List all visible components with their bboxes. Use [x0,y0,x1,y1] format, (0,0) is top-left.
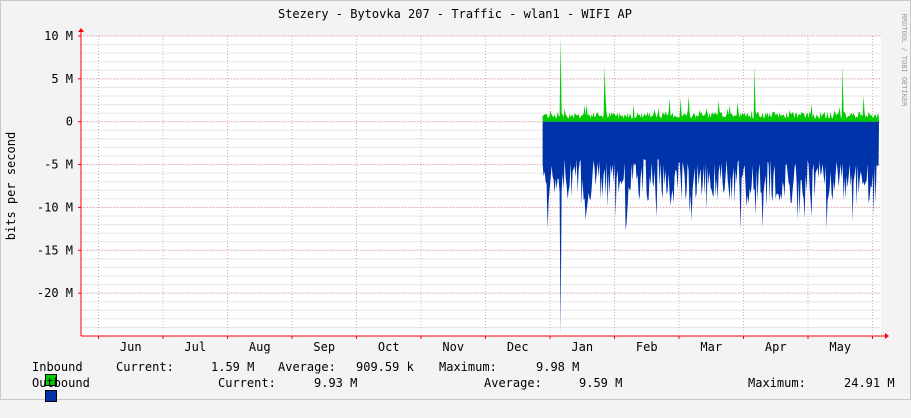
chart-container: 10 M 5 M 0 -5 M -10 M -15 M -20 M Jun Jul Aug Sep O… [0,0,911,402]
x-tick-label: Jun [120,340,142,354]
y-axis-arrow [78,28,84,32]
x-tick-label: Aug [249,340,271,354]
outbound-maximum-value: 24.91 M [844,376,895,390]
inbound-average-value: 909.59 k [356,360,414,374]
outbound-series-area [542,121,879,336]
x-tick-label: Mar [700,340,722,354]
inbound-maximum-value: 9.98 M [536,360,580,374]
inbound-current-value: 1.59 M [211,360,255,374]
inbound-name: Inbound [32,360,83,374]
outbound-average-label: Average: [484,376,542,390]
outbound-maximum-label: Maximum: [748,376,806,390]
rrdtool-watermark: RRDTOOL / TOBI OETIKER [900,14,908,108]
x-tick-label: Jan [571,340,593,354]
y-tick-label: -20 M [37,286,73,300]
outbound-average-value: 9.59 M [579,376,623,390]
x-tick-label: Feb [636,340,658,354]
y-tick-label: 10 M [44,29,73,43]
outbound-swatch [44,390,57,402]
x-tick-label: Dec [507,340,529,354]
x-tick-label: May [829,340,851,354]
y-tick-label: 5 M [51,72,73,86]
outbound-current-value: 9.93 M [314,376,358,390]
x-axis-arrow [885,333,889,339]
inbound-average-label: Average: [278,360,336,374]
x-tick-label: Nov [442,340,464,354]
y-axis-label: bits per second [4,132,18,240]
legend-inbound: Inbound Current: 1.59 M Average: 909.59 k Max… [16,360,579,402]
y-tick-label: 0 [66,115,73,129]
inbound-swatch [44,374,57,386]
legend-outbound: Outbound Current: 9.93 M Average: 9.59 M Maxi… [16,376,895,418]
inbound-current-label: Current: [116,360,174,374]
x-tick-label: Apr [765,340,787,354]
y-tick-label: -15 M [37,243,73,257]
chart-title: Stezery - Bytovka 207 - Traffic - wlan1 … [278,7,632,21]
y-tick-label: -5 M [44,158,73,172]
inbound-maximum-label: Maximum: [439,360,497,374]
x-tick-label: Sep [313,340,335,354]
traffic-chart: 10 M 5 M 0 -5 M -10 M -15 M -20 M Jun Jul Aug Sep O… [0,0,911,400]
outbound-current-label: Current: [218,376,276,390]
outbound-name: Outbound [32,376,90,390]
y-tick-label: -10 M [37,200,73,214]
x-tick-label: Jul [184,340,206,354]
x-tick-label: Oct [378,340,400,354]
